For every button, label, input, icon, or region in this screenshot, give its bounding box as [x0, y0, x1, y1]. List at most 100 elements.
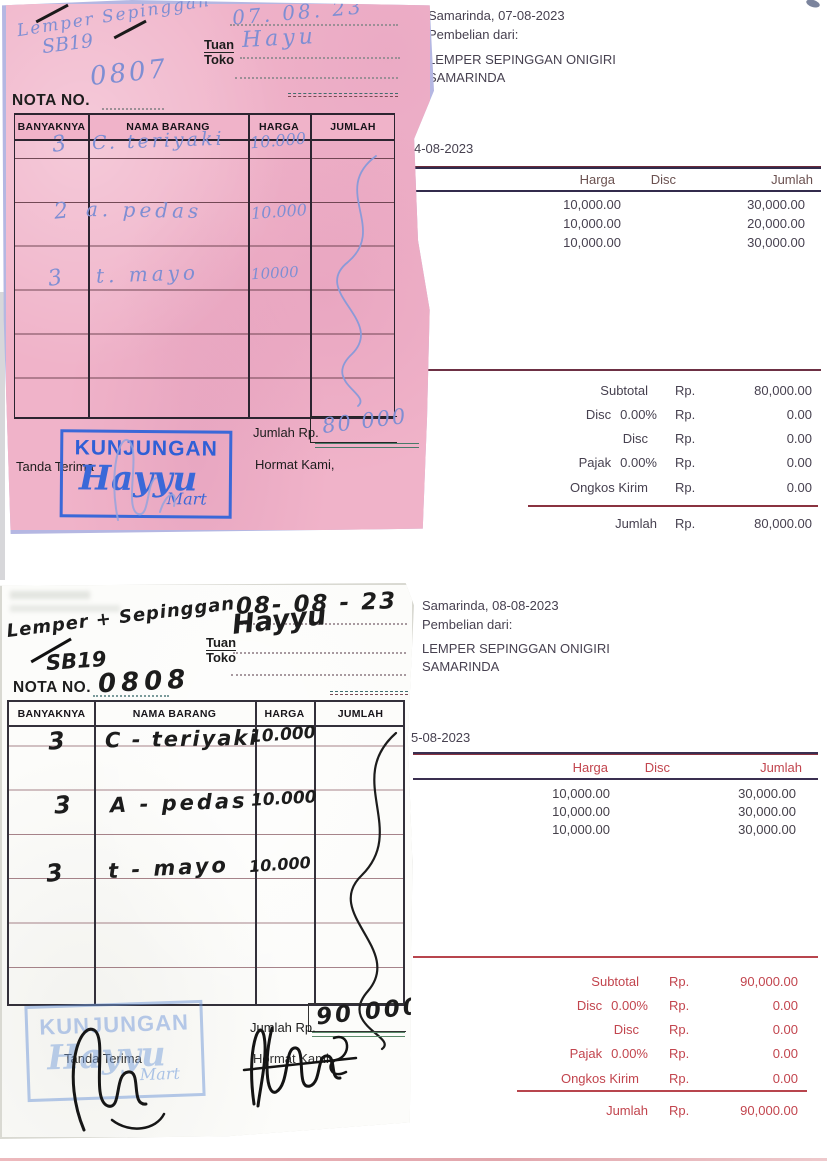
pen-squiggle	[336, 155, 377, 407]
currency-label: Rp.	[675, 383, 696, 398]
table-row: 10,000.00 20,000.00	[413, 216, 821, 231]
total-label: Jumlah	[615, 516, 657, 531]
vendor-city: SAMARINDA	[422, 659, 500, 674]
invoice-table-header: Harga Disc Jumlah	[413, 172, 821, 188]
date-fragment: 5-08-2023	[411, 730, 471, 745]
nota-table: BANYAKNYA NAMA BARANG HARGA JUMLAH	[14, 113, 395, 419]
signature-black-left	[71, 1027, 166, 1132]
hormat-kami-label: Hormat Kami,	[255, 457, 335, 472]
col-jumlah: JUMLAH	[330, 121, 376, 133]
currency-label: Rp.	[675, 516, 696, 531]
summary-value: 0.00	[772, 1046, 798, 1061]
dashed-rule	[330, 691, 408, 695]
currency-label: Rp.	[675, 407, 696, 422]
tanda-terima-label: Tanda Terima	[16, 459, 94, 474]
hw-item-qty: 3	[53, 790, 72, 820]
dotted-line	[231, 674, 406, 676]
col-jumlah: JUMLAH	[337, 707, 384, 720]
currency-label: Rp.	[669, 998, 690, 1013]
hw-item-name: A - pedas	[109, 788, 248, 818]
col-harga: Harga	[572, 760, 608, 775]
hw-item-name: C. teriyaki	[91, 127, 225, 155]
currency-label: Rp.	[675, 455, 696, 470]
nota-no-label: NOTA NO.	[12, 92, 91, 109]
summary-top-rule	[413, 369, 821, 371]
hw-item-qty: 3	[44, 858, 65, 888]
ghost-smudge	[10, 591, 90, 599]
col-disc: Disc	[644, 760, 670, 775]
table-top-rule	[413, 166, 821, 169]
currency-label: Rp.	[675, 431, 696, 446]
scan-smudge	[805, 0, 821, 9]
table-header-rule	[413, 778, 818, 780]
toko-label: Toko	[204, 52, 235, 67]
table-row: 10,000.00 30,000.00	[413, 804, 818, 819]
scan-edge-strip	[0, 292, 5, 580]
column-rule	[248, 115, 250, 417]
summary-value: 0.00	[786, 431, 812, 446]
column-rule	[94, 702, 96, 1004]
invoice-city-date: Samarinda, 08-08-2023	[422, 598, 559, 613]
jumlah-rp-label: Jumlah Rp.	[250, 1020, 316, 1035]
summary-pct: 0.00%	[620, 407, 657, 422]
col-disc: Disc	[650, 172, 676, 187]
column-rule	[88, 115, 90, 417]
summary-label: Ongkos Kirim	[569, 480, 648, 495]
summary-label: Subtotal	[600, 383, 648, 398]
hw-customer-name: Hayu	[241, 24, 318, 53]
col-nama-barang: NAMA BARANG	[132, 707, 217, 720]
column-rule	[310, 115, 312, 417]
total-box	[310, 416, 397, 443]
receipt-nota-0807: Lemper Sepinggan SB19 0807 07. 08. 23 Tu…	[2, 0, 434, 534]
purchase-from-label: Pembelian dari:	[422, 617, 513, 632]
dotted-line	[235, 77, 398, 79]
summary-row: Ongkos Kirim Rp. 0.00	[413, 480, 821, 496]
tanda-terima-label: Tanda Terima	[64, 1051, 142, 1066]
hw-item-price: 10000	[250, 262, 300, 284]
cell-harga: 10,000.00	[552, 804, 610, 819]
hw-item-name: C - teriyaki	[104, 725, 259, 753]
total-row: Jumlah Rp. 90,000.00	[413, 1103, 818, 1119]
summary-value: 90,000.00	[740, 974, 798, 989]
nota-table-header: BANYAKNYA NAMA BARANG HARGA JUMLAH	[15, 115, 394, 141]
dashed-rule	[288, 93, 398, 97]
summary-value: 0.00	[786, 407, 812, 422]
table-row: 10,000.00 30,000.00	[413, 197, 821, 212]
hw-item-price: 10.000	[250, 787, 318, 811]
ghost-smudge	[10, 605, 120, 612]
col-harga: HARGA	[264, 707, 305, 720]
col-harga: Harga	[579, 172, 615, 187]
currency-label: Rp.	[669, 974, 690, 989]
currency-label: Rp.	[669, 1046, 690, 1061]
tuan-label: Tuan	[206, 635, 237, 651]
cell-jumlah: 30,000.00	[738, 822, 796, 837]
summary-top-rule	[413, 956, 818, 958]
summary-row: Disc 0.00% Rp. 0.00	[413, 998, 818, 1014]
dotted-line	[102, 108, 164, 110]
nota-table: BANYAKNYA NAMA BARANG HARGA JUMLAH	[7, 700, 405, 1006]
col-banyaknya: BANYAKNYA	[17, 707, 86, 720]
cell-harga: 10,000.00	[552, 786, 610, 801]
hw-item-price: 10.000	[250, 200, 308, 223]
vendor-city: SAMARINDA	[428, 70, 506, 85]
col-banyaknya: BANYAKNYA	[17, 121, 86, 133]
summary-label: Pajak	[569, 1046, 603, 1061]
jumlah-rp-label: Jumlah Rp.	[253, 425, 319, 440]
purchase-from-label: Pembelian dari:	[428, 27, 519, 42]
table-row: 10,000.00 30,000.00	[413, 822, 818, 837]
hw-item-qty: 2	[52, 198, 70, 225]
summary-value: 0.00	[786, 455, 812, 470]
cell-jumlah: 20,000.00	[747, 216, 805, 231]
summary-value: 80,000.00	[754, 383, 812, 398]
vendor-name: LEMPER SEPINGGAN ONIGIRI	[428, 52, 616, 67]
total-underline	[315, 443, 419, 448]
total-underline	[312, 1032, 405, 1037]
nota-no-label: NOTA NO.	[13, 679, 92, 696]
hw-item-qty: 3	[46, 726, 66, 756]
table-header-rule	[413, 190, 821, 192]
table-row: 10,000.00 30,000.00	[413, 235, 821, 250]
cell-jumlah: 30,000.00	[747, 197, 805, 212]
summary-row: Subtotal Rp. 90,000.00	[413, 974, 818, 990]
summary-row: Disc Rp. 0.00	[413, 431, 821, 447]
summary-pct: 0.00%	[611, 1046, 648, 1061]
